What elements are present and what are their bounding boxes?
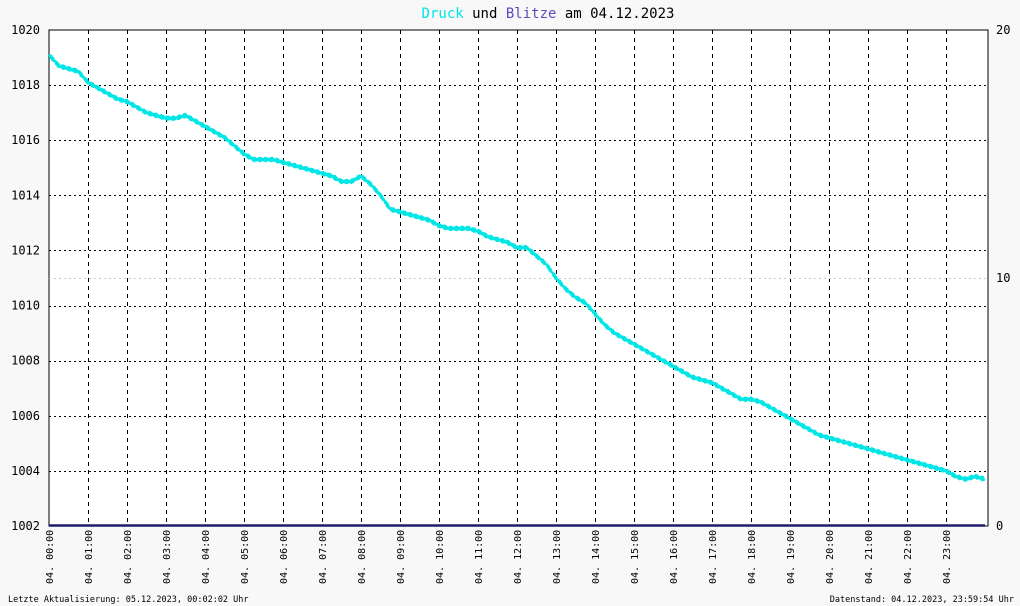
y-right-tick-label: 20 <box>996 23 1010 37</box>
x-tick-label: 04. 11:00 <box>474 530 485 584</box>
footer-last-update: Letzte Aktualisierung: 05.12.2023, 00:02… <box>8 595 249 605</box>
x-tick-label: 04. 03:00 <box>162 530 173 584</box>
x-tick-label: 04. 13:00 <box>552 530 563 584</box>
x-tick-label: 04. 22:00 <box>903 530 914 584</box>
x-tick-label: 04. 23:00 <box>942 530 953 584</box>
x-tick-label: 04. 15:00 <box>630 530 641 584</box>
x-tick-label: 04. 18:00 <box>747 530 758 584</box>
x-tick-label: 04. 00:00 <box>45 530 56 584</box>
y-axis-right-ticks: 0 10 20 <box>996 23 1010 533</box>
x-tick-label: 04. 20:00 <box>825 530 836 584</box>
x-tick-label: 04. 17:00 <box>708 530 719 584</box>
x-tick-label: 04. 08:00 <box>357 530 368 584</box>
y-left-tick-label: 1016 <box>11 133 40 147</box>
y-right-tick-label: 10 <box>996 271 1010 285</box>
series-druck-line <box>48 53 986 482</box>
y-left-tick-label: 1018 <box>11 78 40 92</box>
grid-lines <box>49 30 988 526</box>
x-tick-label: 04. 02:00 <box>123 530 134 584</box>
x-tick-label: 04. 04:00 <box>201 530 212 584</box>
title-blitze: Blitze <box>506 6 557 22</box>
footer-data-status: Datenstand: 04.12.2023, 23:59:54 Uhr <box>830 595 1014 605</box>
x-tick-label: 04. 16:00 <box>669 530 680 584</box>
x-tick-label: 04. 19:00 <box>786 530 797 584</box>
y-left-tick-label: 1008 <box>11 354 40 368</box>
title-druck: Druck <box>422 6 465 22</box>
y-left-tick-label: 1006 <box>11 409 40 423</box>
y-left-tick-label: 1012 <box>11 243 40 257</box>
x-tick-label: 04. 05:00 <box>240 530 251 584</box>
x-tick-label: 04. 14:00 <box>591 530 602 584</box>
x-tick-label: 04. 09:00 <box>396 530 407 584</box>
y-right-tick-label: 0 <box>996 519 1003 533</box>
x-axis-ticks: 04. 00:00 04. 01:00 04. 02:00 04. 03:00 04. … <box>45 530 953 584</box>
x-tick-label: 04. 07:00 <box>318 530 329 584</box>
y-left-tick-label: 1004 <box>11 464 40 478</box>
y-left-tick-label: 1002 <box>11 519 40 533</box>
title-date: am 04.12.2023 <box>556 6 674 22</box>
x-tick-label: 04. 21:00 <box>864 530 875 584</box>
y-left-tick-label: 1014 <box>11 188 40 202</box>
x-tick-label: 04. 06:00 <box>279 530 290 584</box>
title-und: und <box>464 6 506 22</box>
y-axis-left-ticks: 1002 1004 1006 1008 1010 1012 1014 1016 1018 1020 <box>11 23 40 533</box>
x-tick-label: 04. 10:00 <box>435 530 446 584</box>
x-tick-label: 04. 01:00 <box>84 530 95 584</box>
chart-title: Druck und Blitze am 04.12.2023 <box>422 6 675 22</box>
y-left-tick-label: 1020 <box>11 23 40 37</box>
x-tick-label: 04. 12:00 <box>513 530 524 584</box>
series-layer <box>48 53 986 527</box>
y-left-tick-label: 1010 <box>11 299 40 313</box>
